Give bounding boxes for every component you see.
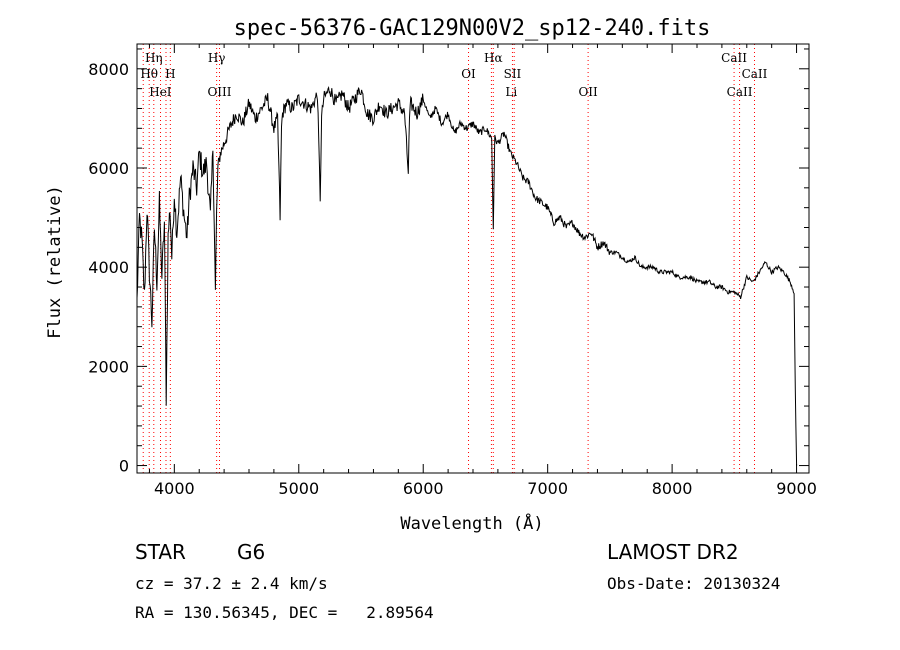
y-tick-label: 2000: [88, 357, 129, 376]
plot-frame: [136, 43, 810, 474]
line-label: HeI: [149, 85, 172, 99]
coordinates: RA = 130.56345, DEC = 2.89564: [135, 603, 434, 622]
y-axis: 0 2000 4000 6000 8000: [88, 48, 809, 476]
object-class: STAR: [135, 540, 186, 564]
line-label: Hγ: [208, 51, 226, 65]
x-tick-label: 7000: [527, 479, 568, 498]
line-label: CaII: [727, 85, 753, 99]
y-tick-label: 8000: [88, 60, 129, 79]
x-tick-label: 4000: [154, 479, 195, 498]
y-tick-label: 6000: [88, 159, 129, 178]
x-tick-label: 9000: [776, 479, 817, 498]
x-axis-label: Wavelength (Å): [400, 512, 543, 534]
y-tick-label: 4000: [88, 258, 129, 277]
line-label: OIII: [207, 85, 231, 99]
y-axis-label: Flux (relative): [45, 185, 65, 339]
line-label: H: [165, 67, 175, 81]
x-tick-label: 8000: [652, 479, 693, 498]
line-label: SII: [504, 67, 522, 81]
line-label: CaII: [742, 67, 768, 81]
line-label: Hθ: [140, 67, 158, 81]
line-label: Li: [505, 85, 517, 99]
subclass: G6: [237, 540, 266, 564]
x-tick-label: 5000: [278, 479, 319, 498]
y-tick-label: 0: [119, 457, 129, 476]
chart-title: spec-56376-GAC129N00V2_sp12-240.fits: [234, 16, 711, 41]
x-tick-label: 6000: [403, 479, 444, 498]
line-label: OI: [461, 67, 476, 81]
line-label: Hα: [484, 51, 503, 65]
survey-name: LAMOST DR2: [607, 540, 739, 564]
line-label: CaII: [721, 51, 747, 65]
redshift-cz: cz = 37.2 ± 2.4 km/s: [135, 574, 328, 593]
line-label: Hη: [145, 51, 163, 65]
spectrum-line: [136, 85, 798, 466]
obs-date: Obs-Date: 20130324: [607, 574, 781, 593]
x-axis: 4000 5000 6000 7000 8000 9000: [148, 44, 817, 498]
marker-lines: [142, 44, 755, 473]
line-label: OII: [578, 85, 598, 99]
